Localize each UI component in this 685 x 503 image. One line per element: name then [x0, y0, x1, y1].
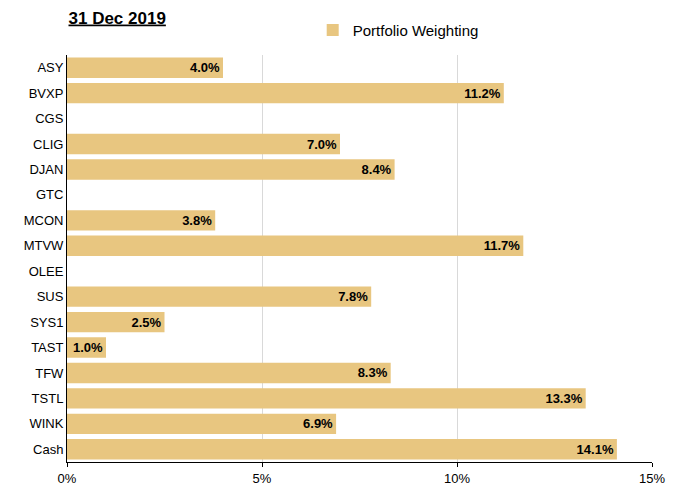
svg-text:4.0%: 4.0%	[190, 60, 220, 75]
svg-text:8.4%: 8.4%	[362, 162, 392, 177]
svg-text:2.5%: 2.5%	[131, 315, 161, 330]
svg-text:MTVW: MTVW	[24, 238, 64, 253]
svg-text:7.8%: 7.8%	[338, 289, 368, 304]
svg-text:Portfolio Weighting: Portfolio Weighting	[353, 22, 479, 39]
svg-text:BVXP: BVXP	[29, 86, 64, 101]
svg-text:GTC: GTC	[36, 187, 63, 202]
svg-text:SYS1: SYS1	[30, 315, 63, 330]
svg-text:14.1%: 14.1%	[577, 442, 614, 457]
svg-text:7.0%: 7.0%	[307, 137, 337, 152]
svg-text:13.3%: 13.3%	[545, 391, 582, 406]
svg-text:CGS: CGS	[35, 111, 64, 126]
svg-text:31 Dec 2019: 31 Dec 2019	[69, 9, 166, 28]
svg-text:CLIG: CLIG	[33, 137, 63, 152]
svg-text:1.0%: 1.0%	[73, 340, 103, 355]
svg-text:TFW: TFW	[35, 366, 64, 381]
svg-text:0%: 0%	[58, 471, 77, 486]
svg-text:10%: 10%	[444, 471, 470, 486]
svg-text:3.8%: 3.8%	[182, 213, 212, 228]
svg-text:Cash: Cash	[33, 442, 63, 457]
svg-text:OLEE: OLEE	[29, 264, 64, 279]
svg-text:TSTL: TSTL	[32, 391, 64, 406]
svg-text:ASY: ASY	[37, 60, 63, 75]
svg-text:6.9%: 6.9%	[303, 416, 333, 431]
svg-text:11.7%: 11.7%	[484, 238, 521, 253]
svg-text:11.2%: 11.2%	[464, 86, 501, 101]
svg-text:MCON: MCON	[24, 213, 64, 228]
svg-text:SUS: SUS	[37, 289, 64, 304]
svg-text:8.3%: 8.3%	[358, 365, 388, 380]
svg-text:WINK: WINK	[29, 416, 63, 431]
svg-text:TAST: TAST	[31, 340, 63, 355]
svg-text:5%: 5%	[253, 471, 272, 486]
svg-text:15%: 15%	[639, 471, 665, 486]
svg-text:DJAN: DJAN	[29, 162, 63, 177]
